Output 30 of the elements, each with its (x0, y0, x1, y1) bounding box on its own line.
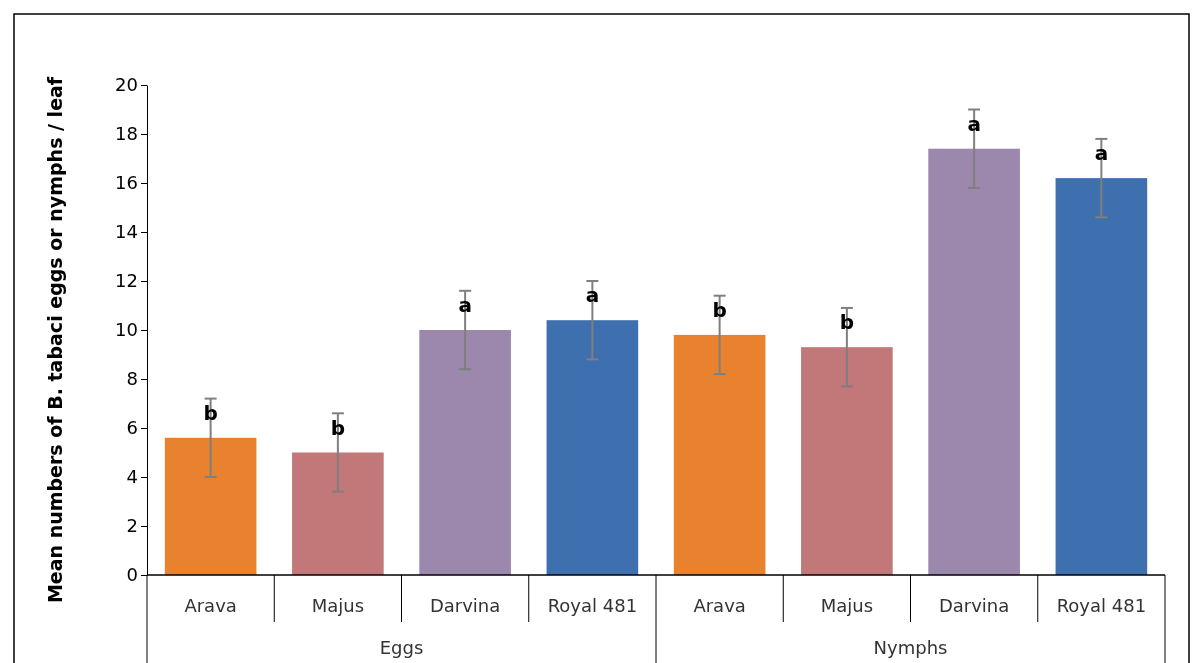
y-tick-label: 2 (126, 515, 138, 537)
x-tick-label: Royal 481 (1056, 595, 1147, 616)
y-tick-label: 4 (126, 466, 138, 488)
data-label: b (203, 400, 218, 425)
x-tick-label: Arava (184, 595, 237, 616)
x-tick-label: Arava (693, 595, 746, 616)
text: Nymphs (873, 637, 948, 658)
y-tick-label: 6 (126, 417, 138, 439)
data-label: a (458, 293, 472, 317)
y-tick-label: 18 (115, 123, 138, 145)
data-label: a (585, 283, 600, 308)
y-tick-label: 0 (126, 564, 138, 586)
x-tick-label: Darvina (429, 595, 501, 616)
data-label: a (1094, 141, 1109, 166)
x-tick-label: Royal 481 (547, 595, 638, 616)
y-axis-title: Mean numbers of B. tabaci eggs or nymphs / leaf (44, 76, 66, 604)
x-tick-label: Darvina (938, 595, 1010, 616)
data-label: b (839, 310, 855, 335)
y-tick-label: 8 (126, 368, 138, 390)
data-label: a (967, 111, 981, 136)
x-tick-label: Majus (820, 595, 874, 616)
text: Eggs (379, 637, 424, 658)
y-tick-label: 14 (115, 221, 138, 243)
y-tick-label: 16 (115, 172, 138, 194)
data-label: b (712, 297, 727, 322)
y-tick-label: 12 (115, 270, 138, 292)
x-tick-label: Majus (311, 595, 365, 616)
y-tick-label: 10 (115, 319, 138, 341)
data-label: b (330, 415, 346, 440)
y-tick-label: 20 (115, 74, 138, 96)
